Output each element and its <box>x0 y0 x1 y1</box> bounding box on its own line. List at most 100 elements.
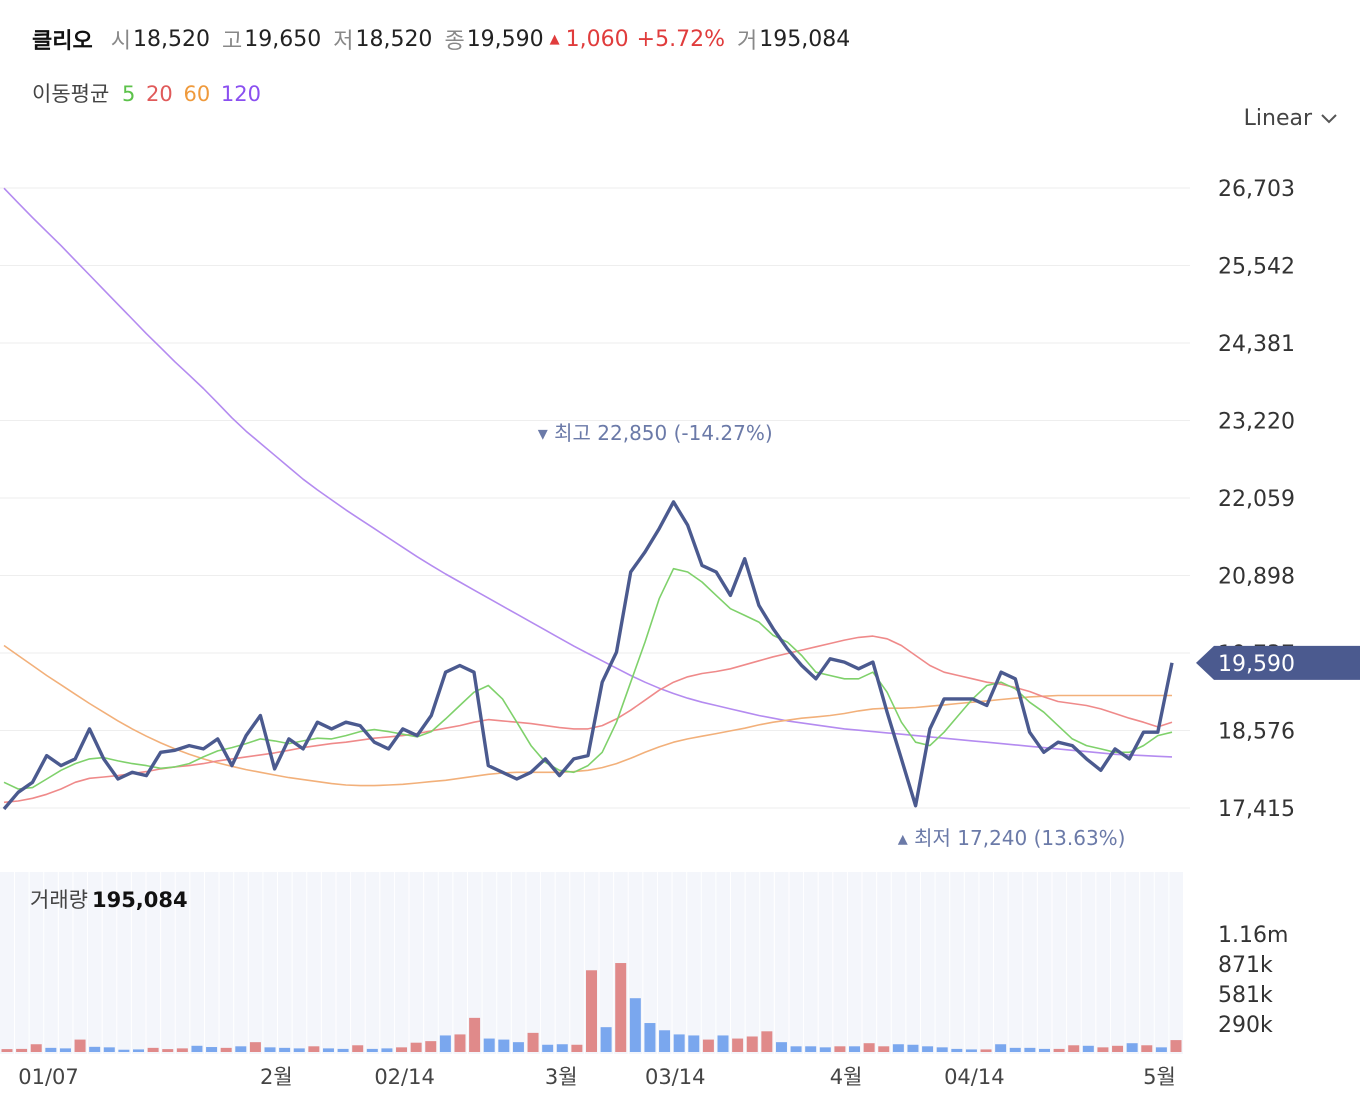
volume-bar <box>527 1032 539 1052</box>
volume-bar <box>586 970 597 1052</box>
volume-tick-label: 581k <box>1218 983 1273 1008</box>
volume-bar <box>629 998 641 1052</box>
volume-tick-label: 290k <box>1218 1013 1273 1038</box>
price-line <box>2 500 1174 811</box>
volume-bar <box>600 1027 612 1052</box>
x-tick-label: 5월 <box>1143 1065 1176 1089</box>
volume-bar <box>191 1045 203 1052</box>
volume-bar <box>337 1048 349 1052</box>
volume-tick-label: 1.16m <box>1218 923 1288 948</box>
volume-panel-title: 거래량 195,084 <box>30 884 188 914</box>
volume-bar <box>118 1049 130 1052</box>
volume-bar <box>162 1049 174 1052</box>
volume-bar <box>834 1046 846 1052</box>
volume-bar <box>30 1044 42 1052</box>
volume-bar <box>746 1036 758 1052</box>
volume-bar <box>322 1048 334 1052</box>
volume-bar <box>688 1035 700 1052</box>
volume-bar <box>673 1034 685 1052</box>
x-tick-label: 4월 <box>830 1065 863 1089</box>
y-tick-label: 20,898 <box>1218 565 1295 590</box>
volume-bar <box>89 1046 101 1052</box>
chevron-down-icon <box>1321 113 1337 123</box>
volume-bar <box>176 1048 188 1052</box>
y-tick-label: 25,542 <box>1218 255 1295 280</box>
volume-bar <box>1141 1045 1153 1052</box>
volume-bar <box>59 1048 71 1052</box>
volume-bar <box>439 1035 451 1052</box>
volume-bar <box>951 1048 963 1052</box>
ma5-legend[interactable]: 5 <box>121 82 136 106</box>
moving-average-legend: 이동평균 5 20 60 120 <box>32 78 267 108</box>
volume-bar <box>863 1043 875 1052</box>
volume-bar <box>498 1039 510 1052</box>
volume-bar <box>1 1049 13 1052</box>
volume-bar <box>235 1046 247 1052</box>
volume-bar <box>542 1044 554 1052</box>
change-value: 1,060 <box>565 26 629 52</box>
up-triangle-icon: ▲ <box>549 31 560 47</box>
volume-bar <box>644 1023 656 1052</box>
volume-bar <box>249 1042 261 1052</box>
volume-bar <box>717 1035 729 1052</box>
volume-bar <box>980 1049 992 1052</box>
volume-bar <box>147 1047 159 1052</box>
volume-bar <box>849 1046 861 1052</box>
ma-label: 이동평균 <box>32 82 110 106</box>
volume-bar <box>1155 1047 1167 1052</box>
volume-bar <box>74 1039 86 1052</box>
volume-bar <box>220 1047 232 1052</box>
volume-bar <box>425 1041 437 1052</box>
volume-bar <box>1126 1043 1138 1052</box>
volume-bar <box>396 1047 408 1052</box>
volume-bar <box>615 963 627 1052</box>
open-value: 18,520 <box>132 26 210 52</box>
close-label: 종 <box>444 29 465 54</box>
volume-bar <box>352 1045 364 1052</box>
volume-bar <box>965 1049 977 1052</box>
x-tick-label: 01/07 <box>18 1065 79 1089</box>
y-tick-label: 22,059 <box>1218 487 1295 512</box>
scale-dropdown[interactable]: Linear <box>1244 106 1338 131</box>
open-label: 시 <box>110 29 131 54</box>
volume-bar <box>45 1047 57 1052</box>
volume-panel-label: 거래량 <box>30 888 88 912</box>
volume-bar <box>206 1047 218 1052</box>
volume-bar <box>1009 1047 1021 1052</box>
volume-bar <box>556 1044 568 1052</box>
x-tick-label: 03/14 <box>645 1065 706 1089</box>
y-tick-label: 24,381 <box>1218 332 1295 357</box>
y-tick-label: 26,703 <box>1218 177 1295 202</box>
volume-bar <box>732 1038 744 1052</box>
current-price-badge <box>1196 645 1360 680</box>
volume-bar <box>308 1046 320 1052</box>
low-value: 18,520 <box>355 26 433 52</box>
ma120-line <box>3 187 1173 758</box>
volume-bar <box>805 1046 817 1052</box>
volume-bar <box>995 1044 1007 1052</box>
volume-bar <box>103 1047 115 1052</box>
ma60-legend[interactable]: 60 <box>183 82 211 106</box>
volume-bar <box>761 1031 773 1052</box>
close-value: 19,590 <box>466 26 544 52</box>
volume-bar <box>381 1048 393 1052</box>
x-tick-label: 2월 <box>260 1065 293 1089</box>
current-price-label: 19,590 <box>1218 652 1295 677</box>
volume-bar <box>1053 1048 1065 1052</box>
volume-panel-value: 195,084 <box>91 888 188 912</box>
volume-bar <box>279 1047 291 1052</box>
volume-bar <box>410 1042 422 1052</box>
ma120-legend[interactable]: 120 <box>220 82 261 106</box>
volume-bar <box>133 1049 145 1052</box>
volume-bar <box>366 1048 378 1052</box>
stock-header: 클리오 시 18,520 고 19,650 저 18,520 종 19,590 … <box>32 22 862 56</box>
volume-bar <box>1024 1047 1036 1052</box>
high-annotation: ▾ 최고 22,850 (-14.27%) <box>538 421 773 445</box>
high-label: 고 <box>221 29 243 54</box>
volume-bar <box>892 1044 904 1052</box>
volume-bar <box>775 1042 787 1052</box>
volume-label: 거 <box>736 29 758 54</box>
ma20-legend[interactable]: 20 <box>146 82 173 106</box>
volume-bar <box>16 1048 28 1052</box>
